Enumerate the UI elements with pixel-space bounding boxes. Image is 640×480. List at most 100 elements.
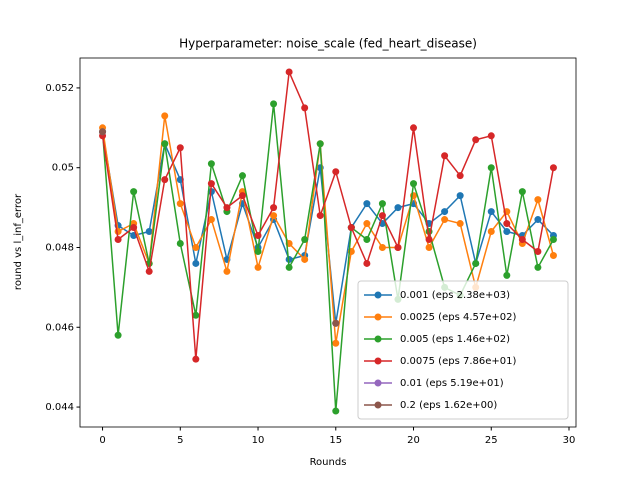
data-point [254, 247, 262, 255]
data-point [192, 259, 200, 267]
data-point [238, 192, 246, 200]
data-point [176, 239, 184, 247]
data-point [378, 200, 386, 208]
data-point [285, 68, 293, 76]
data-point [130, 188, 138, 196]
data-point [472, 136, 480, 144]
data-point [285, 263, 293, 271]
data-point [518, 188, 526, 196]
data-point [472, 259, 480, 267]
data-point [270, 100, 278, 108]
data-point [114, 331, 122, 339]
legend-label: 0.001 (eps 2.38e+03) [400, 290, 510, 301]
x-tick-label: 25 [485, 435, 498, 446]
data-point [285, 255, 293, 263]
data-point [549, 236, 557, 244]
legend-marker [374, 313, 382, 321]
legend-marker [374, 357, 382, 365]
data-point [145, 267, 153, 275]
data-point [425, 236, 433, 244]
chart-title: Hyperparameter: noise_scale (fed_heart_d… [179, 37, 477, 51]
data-point [114, 228, 122, 236]
data-point [503, 271, 511, 279]
data-point [207, 216, 215, 224]
legend-label: 0.005 (eps 1.46e+02) [400, 334, 510, 345]
data-point [223, 267, 231, 275]
data-point [114, 236, 122, 244]
data-point [176, 144, 184, 152]
data-point [518, 236, 526, 244]
legend-label: 0.2 (eps 1.62e+00) [400, 400, 497, 411]
data-point [316, 140, 324, 148]
data-point [332, 407, 340, 415]
data-point [254, 263, 262, 271]
data-point [301, 236, 309, 244]
legend-box [357, 280, 569, 420]
data-point [301, 255, 309, 263]
data-point [456, 192, 464, 200]
data-point [487, 164, 495, 172]
data-point [223, 204, 231, 212]
data-point [456, 220, 464, 228]
legend: 0.001 (eps 2.38e+03) 0.0025 (eps 4.57e+02… [357, 280, 569, 420]
y-tick-label: 0.052 [45, 83, 74, 94]
legend-marker [374, 335, 382, 343]
data-point [176, 200, 184, 208]
data-point [363, 200, 371, 208]
data-point [441, 216, 449, 224]
data-point [363, 236, 371, 244]
data-point [238, 172, 246, 180]
legend-label: 0.0025 (eps 4.57e+02) [400, 312, 516, 323]
y-tick-label: 0.044 [45, 402, 74, 413]
series-line [101, 115, 555, 344]
data-point [378, 212, 386, 220]
data-point [394, 243, 402, 251]
legend-label: 0.01 (eps 5.19e+01) [400, 378, 504, 389]
data-point [441, 208, 449, 216]
data-point [332, 168, 340, 176]
x-tick-label: 15 [329, 435, 342, 446]
data-point [301, 104, 309, 112]
data-point [270, 212, 278, 220]
data-point [394, 204, 402, 212]
legend-marker [374, 291, 382, 299]
data-point [192, 243, 200, 251]
data-point [363, 220, 371, 228]
x-tick-label: 0 [99, 435, 105, 446]
data-point [410, 180, 418, 188]
y-tick-label: 0.05 [52, 163, 74, 174]
data-point [534, 247, 542, 255]
y-tick-label: 0.048 [45, 242, 74, 253]
data-point [207, 160, 215, 168]
x-tick-label: 20 [407, 435, 420, 446]
data-point [487, 208, 495, 216]
data-point [456, 172, 464, 180]
legend-marker [374, 379, 382, 387]
data-point [549, 251, 557, 259]
data-point [425, 243, 433, 251]
data-point [207, 180, 215, 188]
data-point [254, 232, 262, 240]
data-point [145, 228, 153, 236]
data-point [347, 224, 355, 232]
data-point [503, 220, 511, 228]
x-tick-label: 5 [177, 435, 183, 446]
data-point [316, 212, 324, 220]
y-axis-label: round vs l_inf_error [13, 193, 24, 290]
data-point [99, 128, 107, 136]
data-point [130, 224, 138, 232]
legend-marker [374, 401, 382, 409]
x-axis-label: Rounds [310, 457, 347, 468]
data-point [332, 339, 340, 347]
data-point [161, 112, 169, 120]
data-point [410, 124, 418, 132]
y-tick-label: 0.046 [45, 322, 74, 333]
data-point [378, 243, 386, 251]
data-point [363, 259, 371, 267]
data-point [534, 196, 542, 204]
series-line [101, 103, 555, 412]
x-tick-label: 30 [563, 435, 576, 446]
data-point [503, 228, 511, 236]
data-point [161, 140, 169, 148]
